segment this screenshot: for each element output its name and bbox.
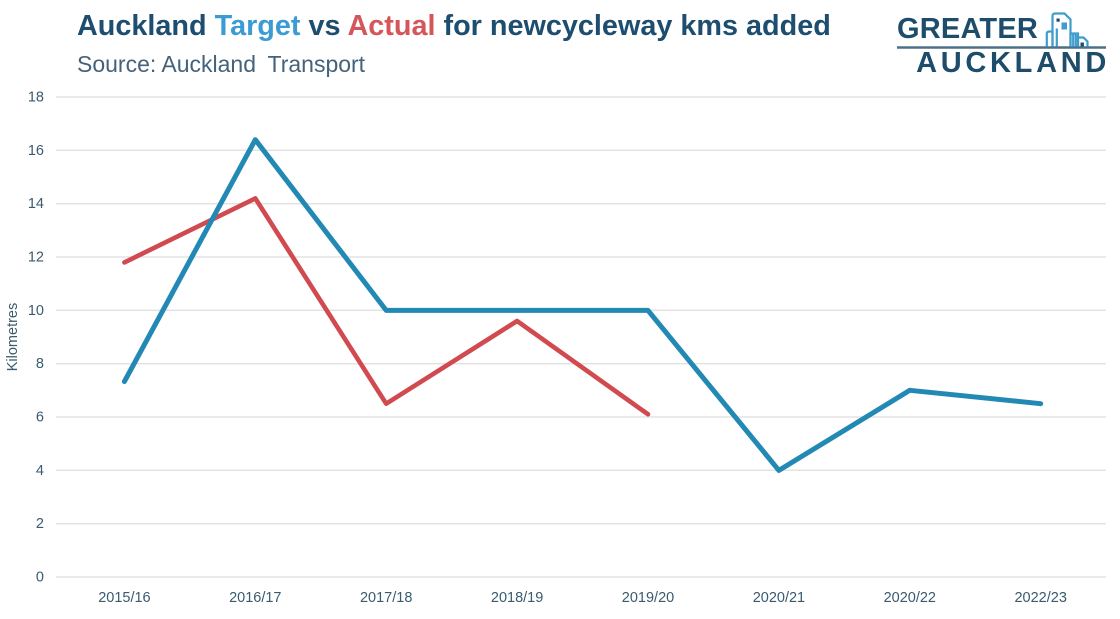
svg-text:6: 6: [36, 410, 44, 426]
svg-text:2020/21: 2020/21: [753, 590, 805, 606]
svg-text:12: 12: [28, 250, 44, 266]
svg-text:Kilometres: Kilometres: [5, 303, 21, 372]
svg-text:10: 10: [28, 303, 44, 319]
svg-text:4: 4: [36, 463, 44, 479]
svg-text:2020/22: 2020/22: [884, 590, 936, 606]
svg-text:2018/19: 2018/19: [491, 590, 543, 606]
svg-text:18: 18: [28, 90, 44, 106]
svg-text:2017/18: 2017/18: [360, 590, 412, 606]
svg-text:8: 8: [36, 356, 44, 372]
svg-text:0: 0: [36, 570, 44, 586]
svg-text:14: 14: [28, 196, 44, 212]
svg-text:2015/16: 2015/16: [98, 590, 150, 606]
svg-text:2: 2: [36, 516, 44, 532]
svg-text:2019/20: 2019/20: [622, 590, 674, 606]
svg-text:2016/17: 2016/17: [229, 590, 281, 606]
svg-text:16: 16: [28, 143, 44, 159]
svg-text:2022/23: 2022/23: [1014, 590, 1066, 606]
